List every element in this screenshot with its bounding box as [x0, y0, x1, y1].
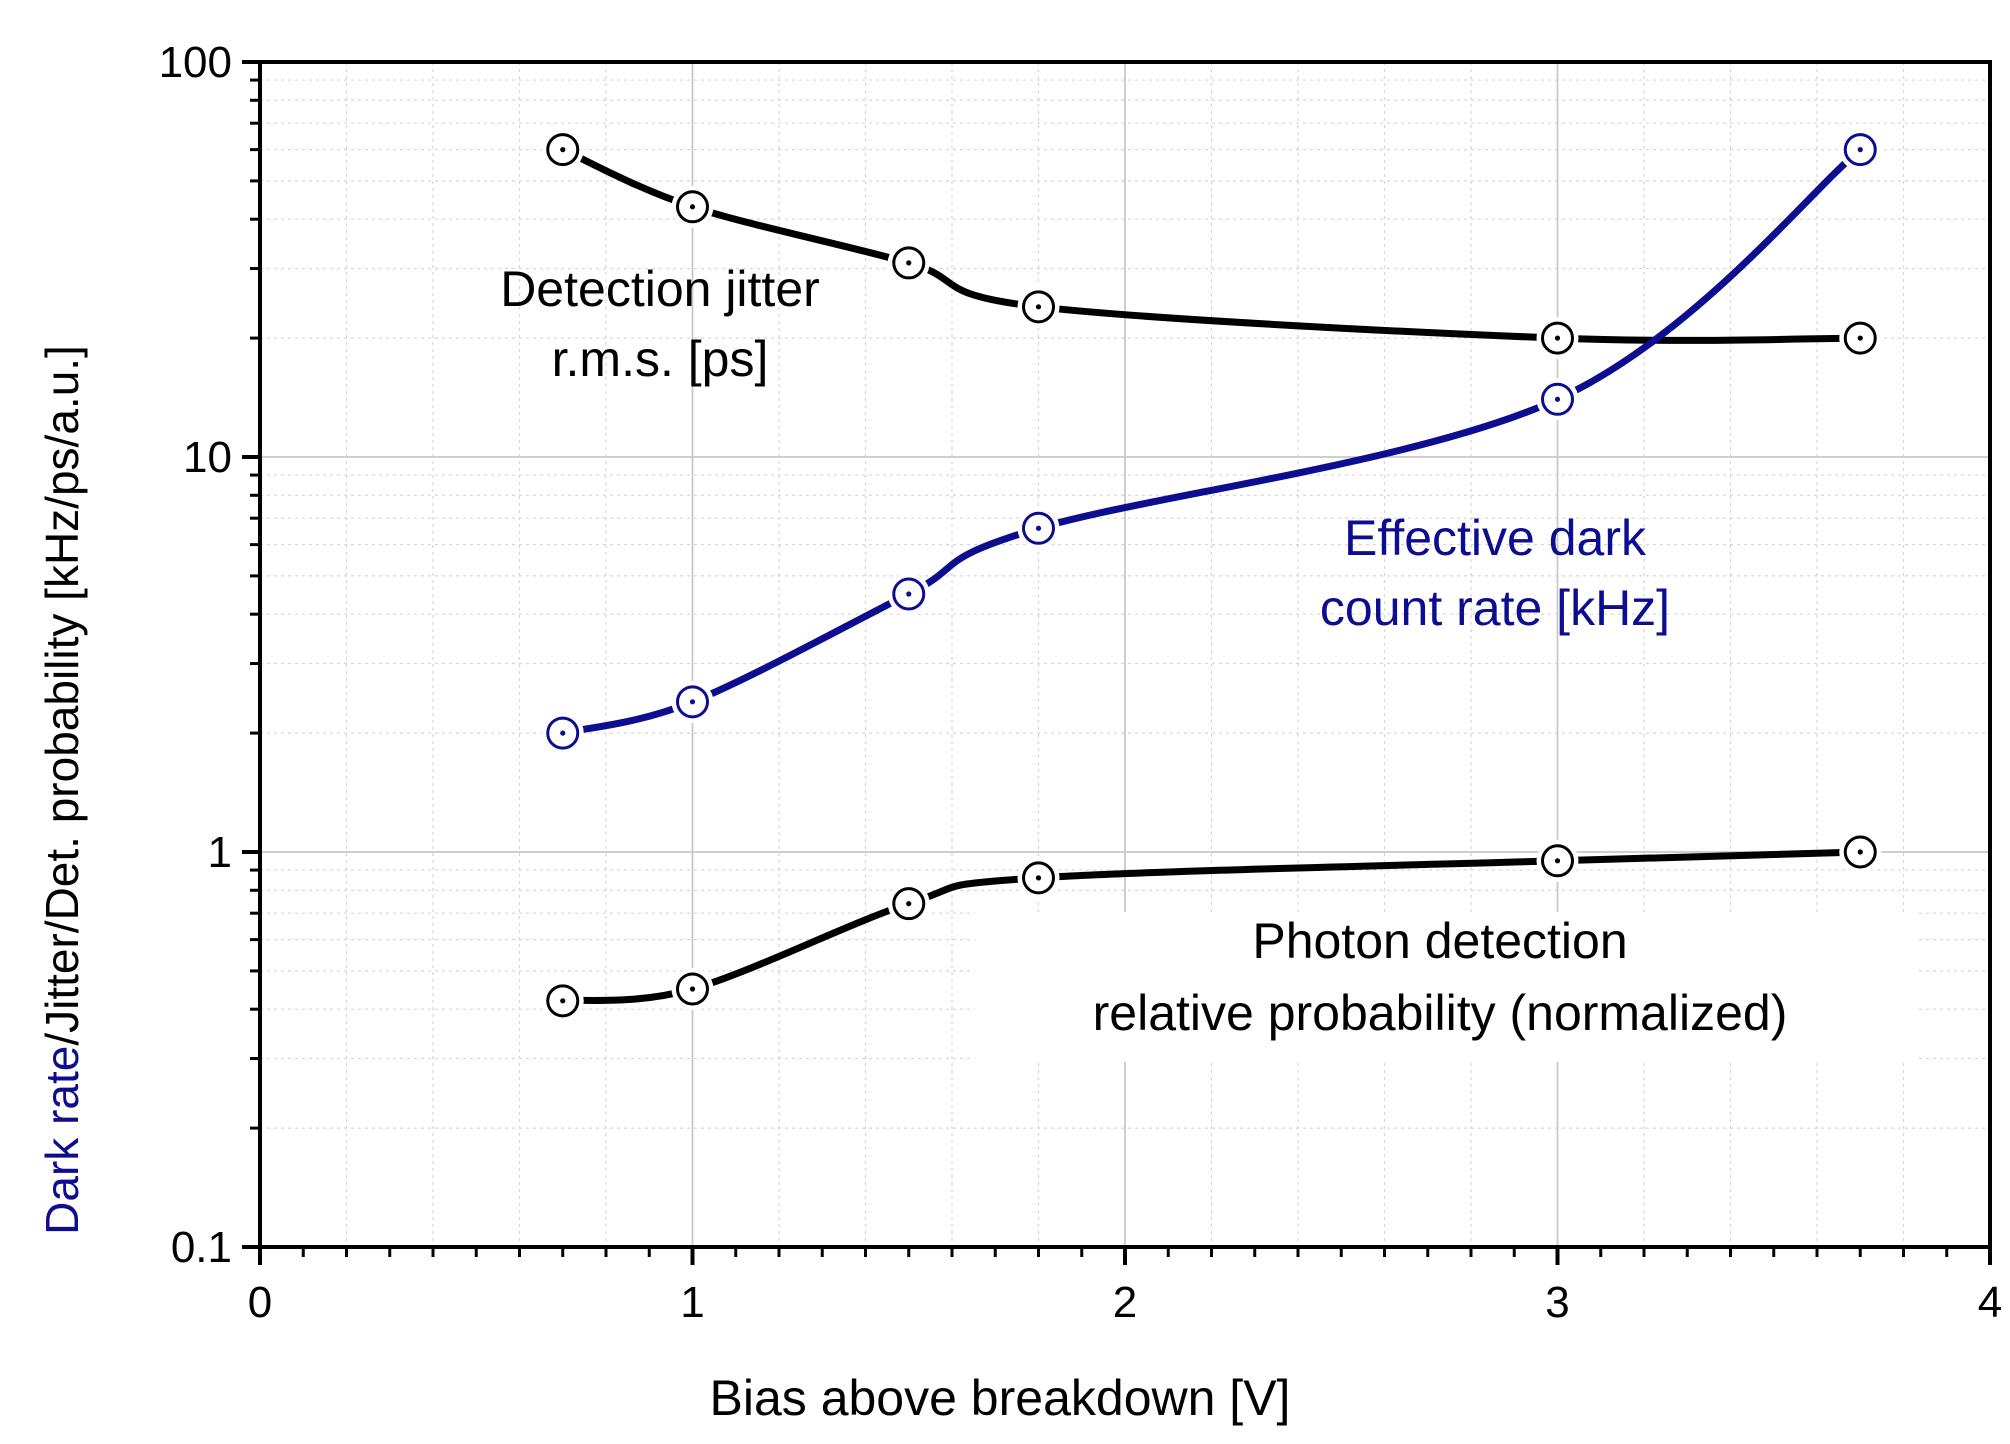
data-point-center [1857, 335, 1863, 341]
series-layer [541, 128, 1882, 1022]
annotation-line: count rate [kHz] [1320, 580, 1670, 636]
series-2 [541, 831, 1882, 1022]
annotation-line: Detection jitter [500, 261, 820, 317]
annotation-background [975, 912, 1915, 1062]
axes-layer: 0 1 2 3 4 0.1 1 10 100 [159, 38, 2003, 1327]
x-tick-label: 3 [1545, 1278, 1569, 1327]
data-point-center [1857, 849, 1863, 855]
y-tick-label: 100 [159, 38, 232, 87]
annotation-line: Effective dark [1344, 510, 1647, 566]
data-point-center [906, 591, 912, 597]
data-point-center [560, 147, 566, 153]
y-axis-label-rest: /Jitter/Det. probability [kHz/ps/a.u.] [36, 345, 88, 1046]
data-point-center [1554, 396, 1561, 402]
annotation-2: Photon detection relative probability (no… [975, 912, 1915, 1062]
data-point-center [689, 204, 696, 210]
y-tick-label: 10 [183, 433, 232, 482]
series-0 [541, 128, 1882, 360]
annotation-0: Detection jitter r.m.s. [ps] [500, 261, 820, 387]
x-tick-label: 1 [680, 1278, 704, 1327]
y-axis-label: Dark rate/Jitter/Det. probability [kHz/p… [36, 345, 88, 1235]
annotation-1: Effective dark count rate [kHz] [1320, 510, 1670, 636]
annotation-line: r.m.s. [ps] [552, 331, 769, 387]
data-point-center [689, 986, 696, 992]
y-tick-label: 0.1 [171, 1223, 232, 1272]
annotation-line: Photon detection [1252, 913, 1627, 969]
data-point-center [1035, 304, 1042, 310]
data-point-center [689, 699, 696, 705]
annotation-line: relative probability (normalized) [1093, 985, 1788, 1041]
data-point-center [1035, 875, 1042, 881]
data-point-center [1857, 147, 1863, 153]
x-axis-label: Bias above breakdown [V] [710, 1370, 1291, 1426]
y-axis-label-dark-rate: Dark rate [36, 1046, 88, 1235]
data-point-center [1554, 858, 1561, 864]
data-point-center [906, 260, 912, 266]
x-tick-label: 4 [1978, 1278, 2002, 1327]
data-point-center [560, 998, 566, 1004]
data-point-center [560, 730, 566, 736]
data-point-center [906, 901, 912, 907]
series-1 [541, 128, 1882, 755]
x-tick-label: 2 [1113, 1278, 1137, 1327]
y-tick-label: 1 [208, 828, 232, 877]
data-point-center [1035, 525, 1042, 531]
x-tick-label: 0 [248, 1278, 272, 1327]
annotation-layer: Detection jitter r.m.s. [ps] Effective dar… [500, 261, 1915, 1062]
data-point-center [1554, 335, 1561, 341]
